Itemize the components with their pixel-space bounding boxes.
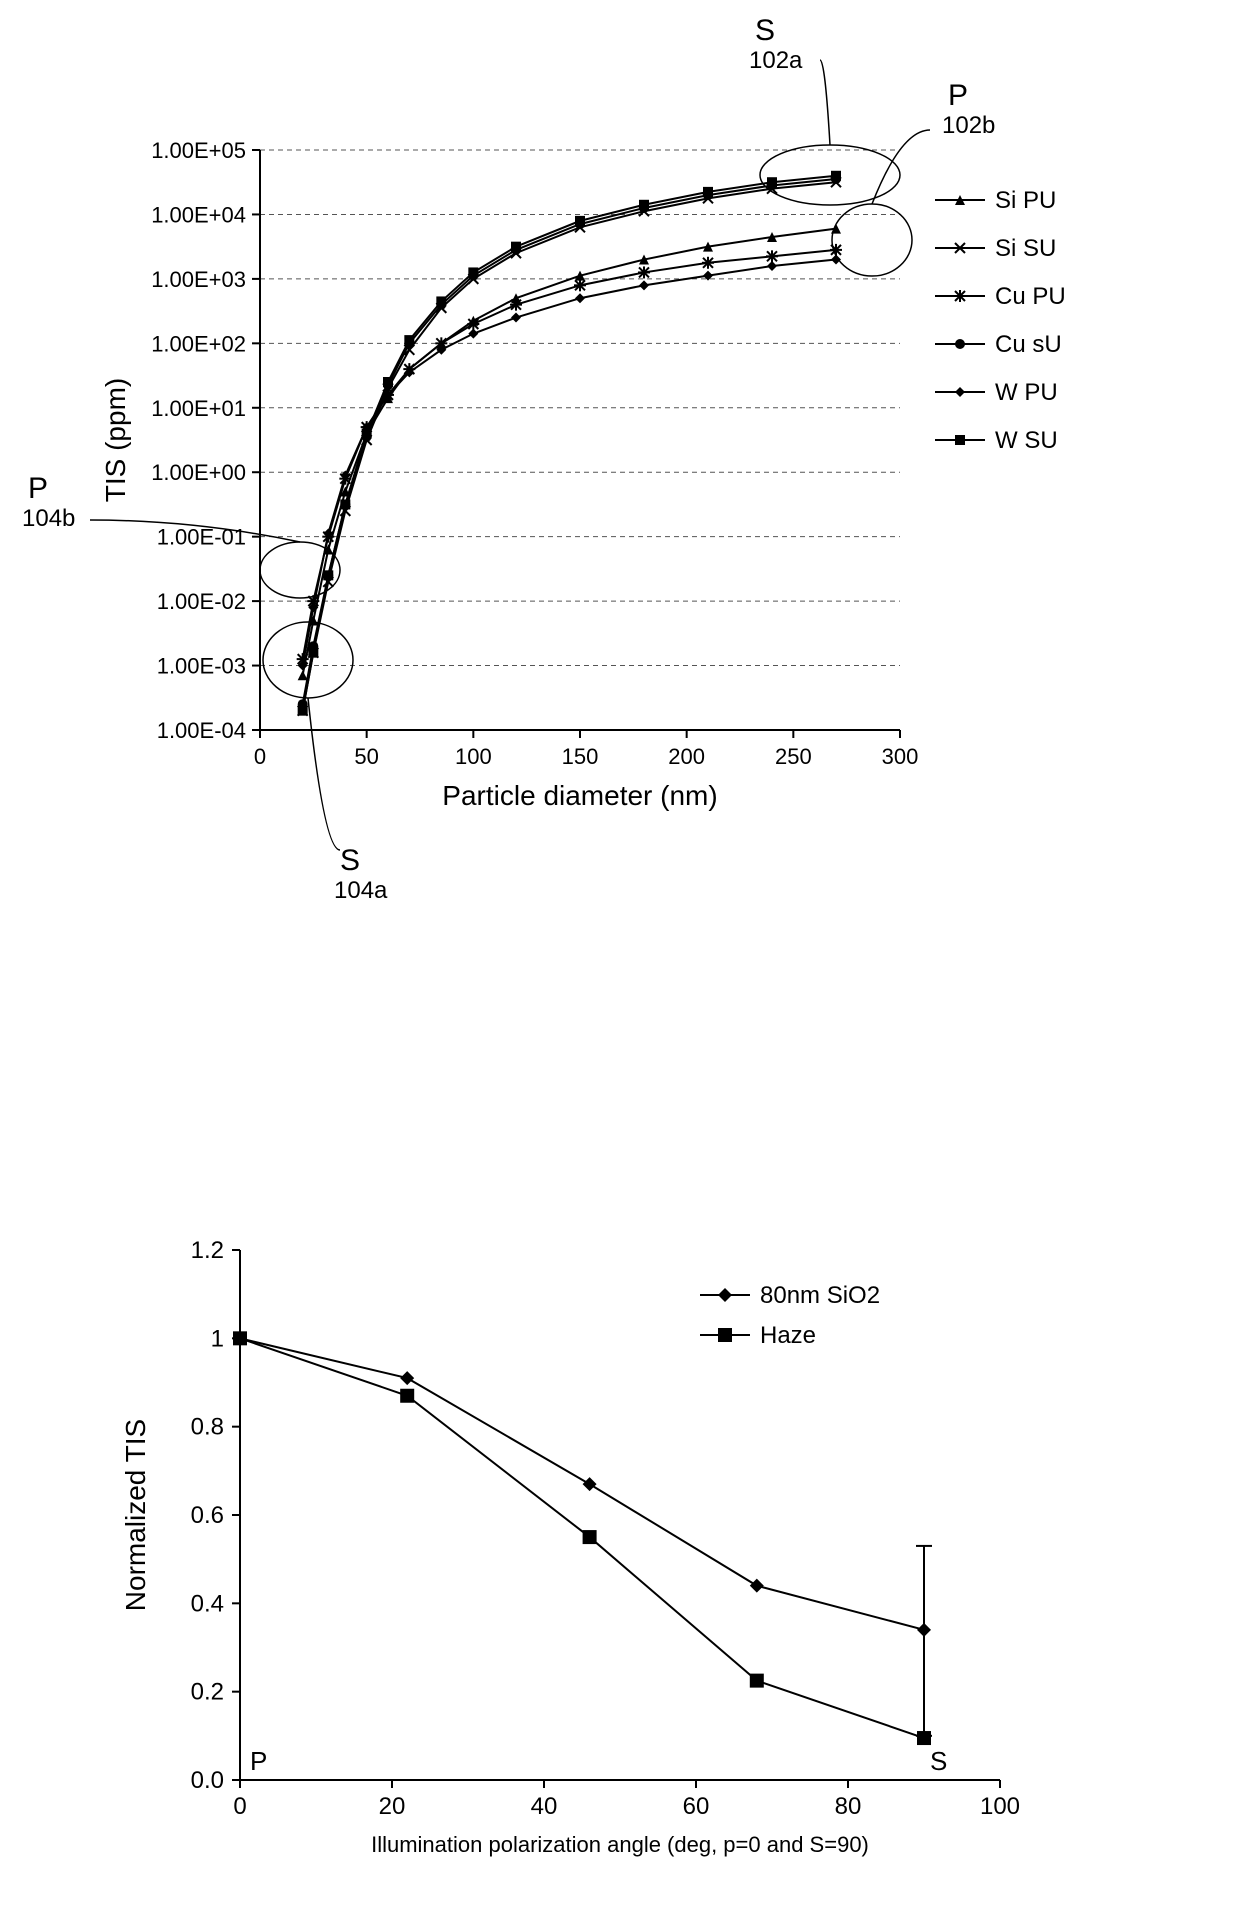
- ytick-label: 1.00E+05: [151, 138, 246, 163]
- annotation-label: S: [340, 844, 360, 877]
- corner-label-s: S: [930, 1746, 947, 1776]
- xlabel: Particle diameter (nm): [442, 780, 717, 811]
- xtick-label: 250: [775, 744, 812, 769]
- ytick-label: 1.00E+02: [151, 331, 246, 356]
- ytick-label: 1.2: [191, 1237, 224, 1264]
- xlabel: Illumination polarization angle (deg, p=…: [371, 1832, 869, 1857]
- annotation-label: P: [28, 472, 48, 505]
- xtick-label: 80: [835, 1793, 862, 1820]
- annotation-sub: 102a: [749, 47, 803, 74]
- legend-label: Si PU: [995, 187, 1056, 214]
- chart-tis-vs-diameter: 1.00E-04 1.00E-03 1.00E-02 1.00E-01 1.00E+00…: [0, 0, 1240, 960]
- xtick-label: 0: [254, 744, 266, 769]
- ytick-label: 1.00E-02: [157, 589, 246, 614]
- series-line: [303, 182, 836, 710]
- series-line: [303, 176, 836, 711]
- ytick-label: 1.00E+03: [151, 267, 246, 292]
- ytick-label: 1: [211, 1325, 224, 1352]
- legend-label: W PU: [995, 379, 1058, 406]
- legend-label: Cu PU: [995, 283, 1066, 310]
- legend-label: Si SU: [995, 235, 1056, 262]
- annotation-sub: 102b: [942, 112, 995, 139]
- annotation-label: S: [755, 14, 775, 47]
- ytick-label: 1.00E-04: [157, 718, 246, 743]
- xtick-label: 50: [354, 744, 378, 769]
- ytick-label: 1.00E-03: [157, 654, 246, 679]
- xtick-label: 150: [562, 744, 599, 769]
- legend-label: Haze: [760, 1322, 816, 1349]
- ytick-label: 1.00E+00: [151, 460, 246, 485]
- ytick-label: 1.00E+04: [151, 202, 246, 227]
- annotation-label: P: [948, 79, 968, 112]
- ytick-label: 0.0: [191, 1767, 224, 1794]
- xtick-label: 100: [980, 1793, 1020, 1820]
- ylabel: TIS (ppm): [100, 378, 131, 502]
- series-line: [303, 250, 836, 659]
- annotation-sub: 104a: [334, 877, 388, 904]
- legend-label: 80nm SiO2: [760, 1282, 880, 1309]
- legend-label: W SU: [995, 427, 1058, 454]
- annotation-ellipse: [260, 542, 340, 598]
- ytick-label: 0.2: [191, 1679, 224, 1706]
- xtick-label: 300: [882, 744, 919, 769]
- series-line: [303, 260, 836, 666]
- annotation-ellipse: [760, 145, 900, 205]
- ytick-label: 1.00E+01: [151, 396, 246, 421]
- ylabel: Normalized TIS: [120, 1419, 151, 1611]
- ytick-label: 0.6: [191, 1502, 224, 1529]
- corner-label-p: P: [250, 1746, 267, 1776]
- legend-label: Cu sU: [995, 331, 1062, 358]
- series-line: [240, 1338, 924, 1738]
- xtick-label: 200: [668, 744, 705, 769]
- xtick-label: 0: [233, 1793, 246, 1820]
- xtick-label: 40: [531, 1793, 558, 1820]
- xtick-label: 20: [379, 1793, 406, 1820]
- ytick-label: 0.4: [191, 1590, 224, 1617]
- series-line: [240, 1338, 924, 1629]
- xtick-label: 60: [683, 1793, 710, 1820]
- ytick-label: 1.00E-01: [157, 525, 246, 550]
- page: 1.00E-04 1.00E-03 1.00E-02 1.00E-01 1.00E+00…: [0, 0, 1240, 1912]
- ytick-label: 0.8: [191, 1414, 224, 1441]
- chart-tis-vs-polarization: 0.0 0.2 0.4 0.6 0.8 1 1.2 0 20 40 60 80 100 Illuminat…: [0, 960, 1240, 1912]
- series-line: [303, 229, 836, 676]
- annotation-sub: 104b: [22, 505, 75, 532]
- xtick-label: 100: [455, 744, 492, 769]
